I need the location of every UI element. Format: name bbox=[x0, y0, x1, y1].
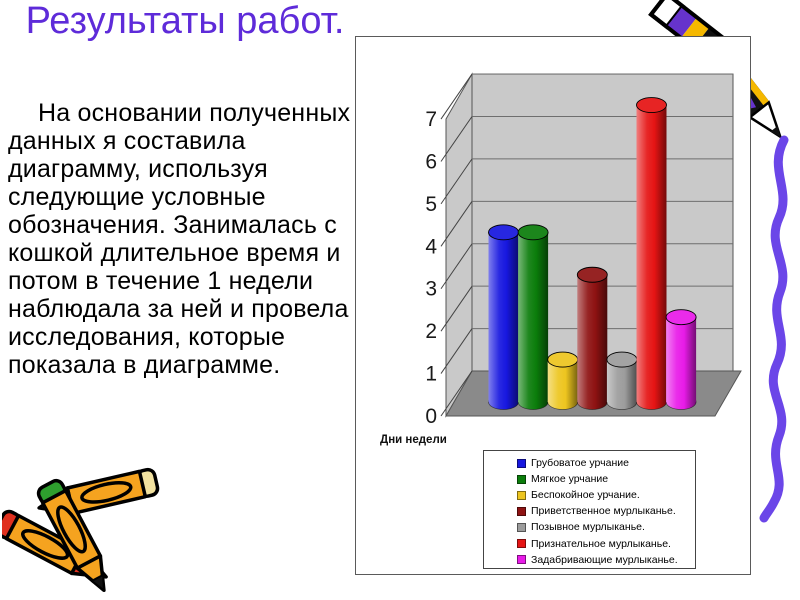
cylinder-bar bbox=[517, 224, 549, 410]
legend-item: Беспокойное урчание. bbox=[517, 487, 695, 503]
legend-label: Грубоватое урчание bbox=[531, 457, 629, 470]
y-axis-tick-label: 1 bbox=[425, 363, 437, 386]
legend-label: Приветственное мурлыканье. bbox=[531, 505, 676, 518]
cylinder-bar bbox=[606, 351, 638, 410]
legend-color-swatch-icon bbox=[517, 539, 526, 549]
slide-paragraph: На основании полученных данных я состави… bbox=[8, 99, 351, 379]
legend-item: Приветственное мурлыканье. bbox=[517, 503, 695, 519]
crossed-pencils-icon bbox=[2, 467, 160, 593]
pencil-top-right-icon bbox=[648, 0, 749, 36]
cylinder-bar bbox=[665, 309, 697, 410]
y-axis-tick-label: 6 bbox=[425, 150, 437, 173]
legend-item: Задабривающие мурлыканье. bbox=[517, 552, 695, 568]
cylinder-chart: 0 1 2 3 4 5 6 7 bbox=[425, 72, 742, 428]
cylinder-bar bbox=[576, 266, 608, 410]
legend-label: Мягкое урчание bbox=[531, 473, 609, 486]
legend-color-swatch-icon bbox=[517, 474, 526, 484]
legend-item: Признательное мурлыканье. bbox=[517, 535, 695, 551]
legend-label: Беспокойное урчание. bbox=[531, 489, 640, 502]
legend-color-swatch-icon bbox=[517, 555, 526, 565]
legend-color-swatch-icon bbox=[517, 522, 526, 532]
legend-label: Задабривающие мурлыканье. bbox=[531, 553, 678, 566]
y-axis-tick-label: 2 bbox=[425, 320, 437, 343]
legend-label: Позывное мурлыканье. bbox=[531, 521, 645, 534]
legend-item: Позывное мурлыканье. bbox=[517, 519, 695, 535]
x-axis-label: Дни недели bbox=[380, 434, 447, 446]
legend-item: Грубоватое урчание bbox=[517, 455, 695, 471]
legend-color-swatch-icon bbox=[517, 490, 526, 500]
y-axis-tick-label: 3 bbox=[425, 278, 437, 301]
chart-panel: 0 1 2 3 4 5 6 7 Дни недели Грубоватое урчание Мя… bbox=[355, 36, 751, 575]
legend-color-swatch-icon bbox=[517, 458, 526, 468]
legend-color-swatch-icon bbox=[517, 506, 526, 516]
y-axis-tick-label: 0 bbox=[425, 405, 437, 428]
cylinder-bar bbox=[547, 351, 579, 410]
y-axis-tick-label: 4 bbox=[425, 235, 437, 258]
slide-title: Результаты работ. bbox=[25, 0, 345, 42]
legend-label: Признательное мурлыканье. bbox=[531, 537, 671, 550]
scribble-line bbox=[759, 135, 789, 523]
y-axis-tick-label: 5 bbox=[425, 193, 437, 216]
cylinder-bar bbox=[636, 97, 667, 410]
chart-legend: Грубоватое урчание Мягкое урчание Беспокой… bbox=[483, 450, 696, 569]
y-axis-tick-label: 7 bbox=[425, 108, 437, 131]
legend-item: Мягкое урчание bbox=[517, 471, 695, 487]
cylinder-bar bbox=[488, 224, 519, 410]
